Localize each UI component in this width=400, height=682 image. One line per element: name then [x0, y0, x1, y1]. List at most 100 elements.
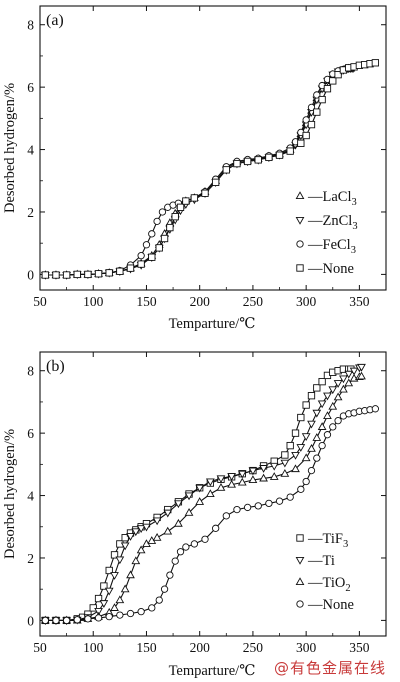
watermark: @有色金属在线: [273, 659, 386, 677]
data-point: [357, 371, 366, 380]
data-point: [94, 607, 103, 616]
data-point: [291, 429, 300, 437]
data-point: [155, 596, 163, 604]
data-point: [89, 604, 97, 612]
data-point: [94, 270, 103, 278]
legend-item-fecl3: —FeCl3: [296, 237, 356, 256]
data-point: [286, 441, 294, 450]
data-point: [371, 405, 380, 413]
data-point: [212, 524, 220, 532]
data-point: [94, 614, 103, 622]
data-point: [312, 409, 322, 418]
data-point: [116, 267, 124, 275]
data-point: [201, 189, 209, 197]
data-point: [357, 363, 366, 372]
y-tick-label: 4: [27, 489, 34, 504]
data-point: [248, 467, 258, 476]
data-point: [166, 571, 174, 579]
data-point: [259, 465, 268, 473]
legend-item-none: —None: [296, 261, 354, 277]
legend-item-lacl3: —LaCl3: [295, 189, 357, 208]
data-point: [371, 59, 380, 67]
legend-label: —LaCl3: [307, 189, 357, 208]
data-point: [248, 475, 258, 484]
data-point: [237, 477, 247, 486]
data-point: [265, 499, 273, 508]
data-point: [155, 244, 163, 252]
data-point: [152, 532, 162, 541]
x-tick-label: 200: [190, 294, 211, 309]
data-point: [115, 556, 125, 565]
data-point: [171, 213, 179, 221]
data-point: [160, 585, 169, 593]
data-point: [171, 557, 179, 565]
data-point: [334, 417, 342, 425]
data-point: [182, 197, 190, 205]
legend-item-tif3: —TiF3: [296, 531, 348, 550]
legend-item-tio2: —TiO2: [295, 575, 351, 594]
data-point: [104, 587, 114, 596]
data-point: [115, 595, 125, 604]
y-tick-label: 2: [27, 551, 34, 566]
data-point: [323, 85, 332, 93]
data-point: [243, 157, 252, 166]
data-point: [302, 131, 310, 140]
data-point: [184, 492, 194, 501]
data-point: [328, 401, 338, 410]
legend-label: —TiO2: [307, 575, 351, 594]
data-point: [120, 542, 130, 551]
data-point: [174, 518, 183, 527]
data-point: [286, 147, 294, 155]
panel-label: (a): [46, 12, 64, 29]
data-point: [333, 380, 343, 388]
data-point: [126, 570, 135, 579]
data-point: [307, 103, 316, 112]
data-point: [333, 392, 343, 401]
legend-marker: [296, 264, 304, 272]
data-point: [158, 208, 167, 216]
legend-item-ti: —Ti: [295, 553, 335, 569]
data-point: [344, 378, 354, 387]
data-point: [99, 600, 109, 608]
y-tick-label: 8: [27, 364, 34, 379]
data-point: [163, 509, 173, 518]
data-point: [269, 462, 279, 471]
data-point: [269, 472, 279, 480]
data-point: [126, 533, 135, 541]
x-tick-label: 150: [136, 640, 157, 655]
data-point: [302, 116, 310, 124]
data-point: [297, 139, 305, 147]
data-point: [318, 377, 326, 386]
data-point: [307, 444, 316, 452]
data-point: [281, 451, 289, 459]
data-point: [275, 151, 284, 159]
y-tick-label: 8: [27, 18, 34, 33]
data-point: [339, 384, 348, 393]
legend-item-none: —None: [296, 597, 354, 613]
data-point: [323, 411, 332, 420]
data-point: [259, 473, 268, 482]
data-point: [148, 230, 156, 238]
data-point: [62, 616, 71, 625]
x-tick-label: 300: [296, 294, 317, 309]
data-point: [307, 120, 316, 129]
plot-frame: [39, 5, 387, 291]
data-point: [329, 423, 337, 431]
data-point: [205, 478, 215, 487]
data-point: [84, 270, 92, 279]
x-axis-label: Temparture/℃: [169, 316, 256, 332]
data-point: [233, 505, 241, 514]
data-point: [317, 400, 327, 409]
legend-marker: [296, 240, 304, 248]
series-none: [41, 59, 380, 279]
data-point: [297, 413, 305, 422]
data-point: [137, 260, 145, 268]
data-point: [136, 525, 146, 534]
x-tick-label: 50: [33, 294, 47, 309]
data-point: [94, 594, 103, 603]
data-point: [297, 485, 305, 493]
data-point: [339, 375, 348, 384]
data-point: [323, 431, 332, 439]
data-point: [166, 223, 174, 232]
data-point: [334, 71, 342, 79]
